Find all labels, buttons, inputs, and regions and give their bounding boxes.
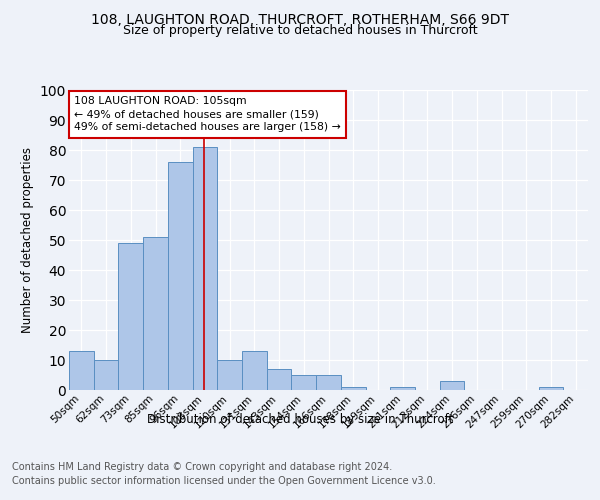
Bar [341, 387, 365, 390]
Text: Size of property relative to detached houses in Thurcroft: Size of property relative to detached ho… [122, 24, 478, 37]
Y-axis label: Number of detached properties: Number of detached properties [21, 147, 34, 333]
Text: Contains HM Land Registry data © Crown copyright and database right 2024.: Contains HM Land Registry data © Crown c… [12, 462, 392, 472]
Bar [292, 375, 316, 390]
Bar [143, 237, 168, 390]
Bar [69, 351, 94, 390]
Bar [193, 147, 217, 390]
Text: 108, LAUGHTON ROAD, THURCROFT, ROTHERHAM, S66 9DT: 108, LAUGHTON ROAD, THURCROFT, ROTHERHAM… [91, 12, 509, 26]
Text: 108 LAUGHTON ROAD: 105sqm
← 49% of detached houses are smaller (159)
49% of semi: 108 LAUGHTON ROAD: 105sqm ← 49% of detac… [74, 96, 341, 132]
Text: Distribution of detached houses by size in Thurcroft: Distribution of detached houses by size … [147, 412, 453, 426]
Bar [118, 243, 143, 390]
Bar [94, 360, 118, 390]
Bar [440, 381, 464, 390]
Bar [242, 351, 267, 390]
Bar [267, 369, 292, 390]
Text: Contains public sector information licensed under the Open Government Licence v3: Contains public sector information licen… [12, 476, 436, 486]
Bar [168, 162, 193, 390]
Bar [217, 360, 242, 390]
Bar [390, 387, 415, 390]
Bar [539, 387, 563, 390]
Bar [316, 375, 341, 390]
